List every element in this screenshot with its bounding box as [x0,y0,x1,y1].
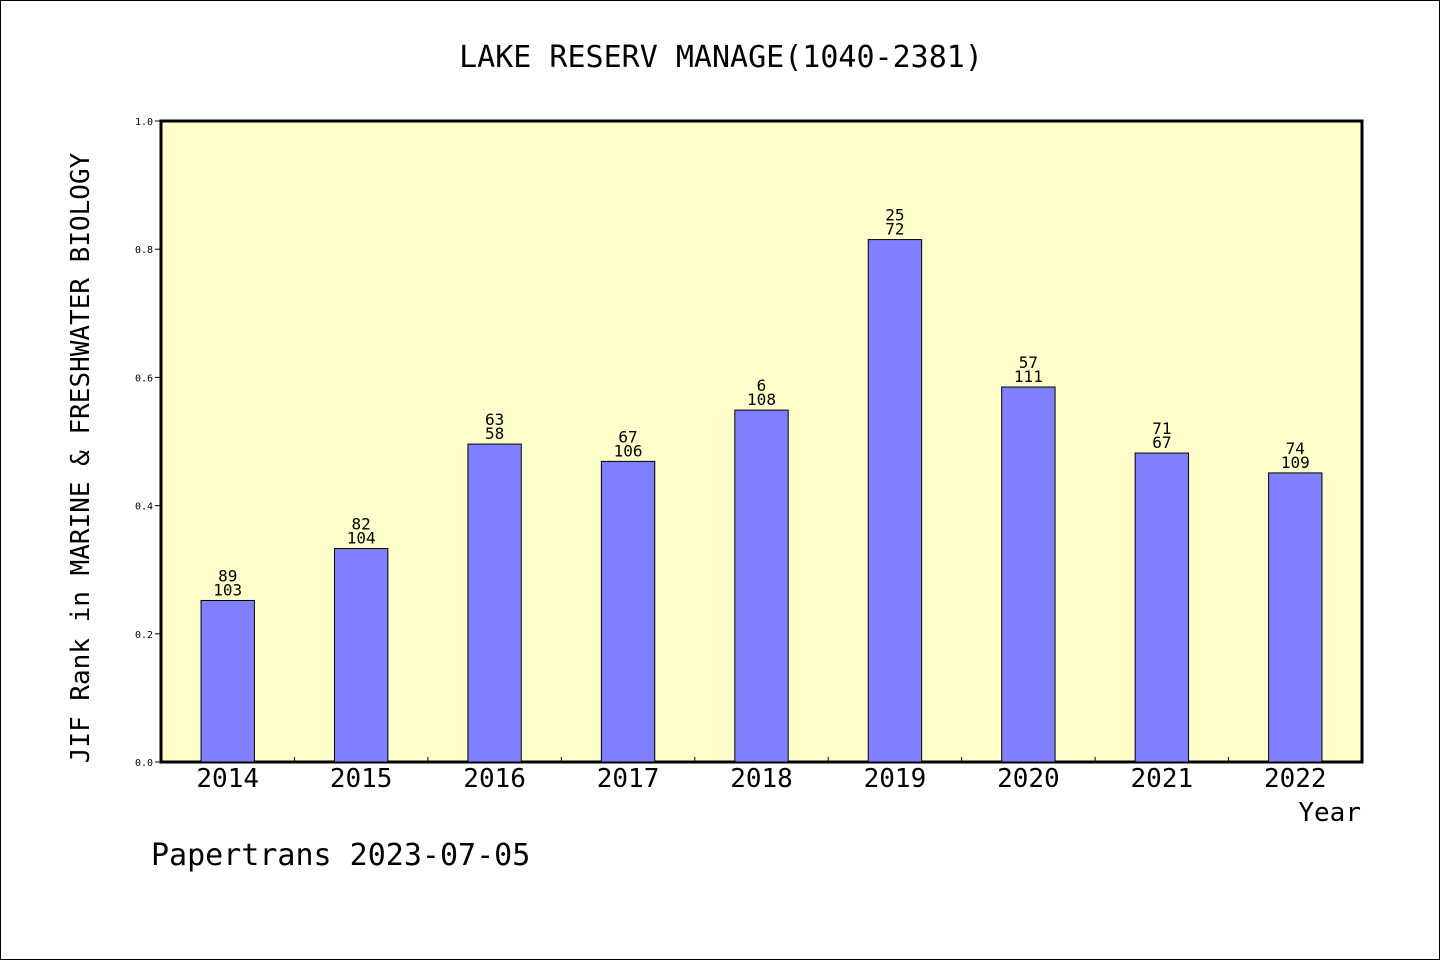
x-tick-label: 2022 [1264,764,1327,794]
bar-2022 [1268,472,1323,763]
x-tick-label: 2020 [997,764,1060,794]
x-axis-label: Year [1298,798,1361,828]
bar-total-label: 109 [1281,453,1310,472]
bar-2017 [600,460,656,763]
bar-rank-label: 89 [218,566,237,585]
bar-rank-label: 25 [885,206,904,225]
bar-2015 [333,548,389,763]
x-tick-label: 2021 [1131,764,1194,794]
x-tick-label: 2015 [330,764,393,794]
x-tick-label: 2019 [864,764,927,794]
bar-rank-label: 67 [618,427,637,446]
y-axis: 0.0 0.2 0.4 0.6 0.8 1.0 [135,117,161,769]
bar-rank-label: 63 [485,410,504,429]
bar-rank-label: 71 [1152,419,1171,438]
bar-2014 [200,599,255,763]
bar-total-label: 106 [614,441,643,460]
bar-total-label: 58 [485,424,504,443]
bar-total-label: 67 [1152,433,1171,452]
chart-title: LAKE RESERV MANAGE(1040-2381) [459,40,983,75]
bar-rank-label: 74 [1286,439,1305,458]
bar-total-label: 103 [213,580,242,599]
bar-2021 [1134,452,1190,763]
x-axis: 2014 2015 2016 2017 2018 2019 2020 2021 2022 [196,757,1327,794]
bar-2020 [1001,386,1056,763]
bar-2016 [467,443,522,763]
bar-rank-label: 57 [1019,353,1038,372]
footer-credit: Papertrans 2023-07-05 [151,838,530,873]
y-tick-label: 0.0 [135,758,153,769]
bar-rank-label: 6 [757,376,767,395]
x-tick-label: 2017 [597,764,660,794]
y-tick-label: 0.6 [135,373,153,384]
x-tick-label: 2018 [730,764,793,794]
x-tick-label: 2016 [463,764,526,794]
x-tick-label: 2014 [196,764,259,794]
bar-total-label: 111 [1014,367,1043,386]
y-tick-label: 0.8 [135,245,153,256]
bar-2019 [867,239,923,763]
y-tick-label: 0.4 [135,502,153,513]
bar-total-label: 72 [885,220,904,239]
y-tick-label: 0.2 [135,630,153,641]
bar-total-label: 104 [347,529,376,548]
y-axis-label: JIF Rank in MARINE & FRESHWATER BIOLOGY [66,152,96,763]
bar-total-label: 108 [747,390,776,409]
bar-rank-label: 82 [352,515,371,534]
y-tick-label: 1.0 [135,117,153,128]
bar-2018 [734,409,789,763]
